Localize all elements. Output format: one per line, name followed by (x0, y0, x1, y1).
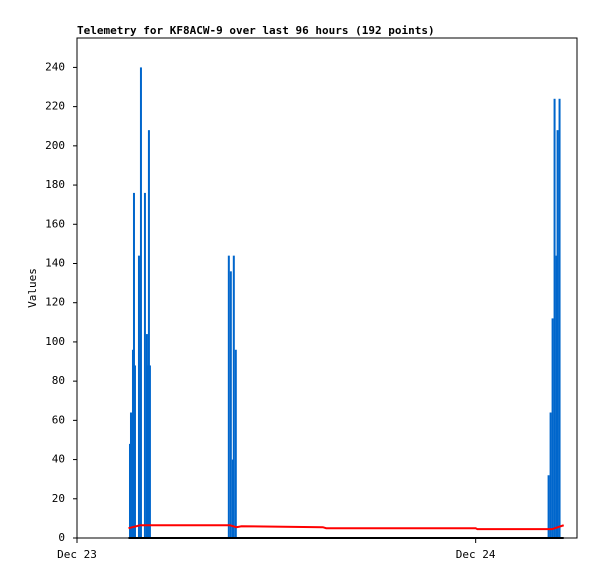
bar (549, 412, 552, 538)
y-axis-label: Values (26, 268, 39, 308)
y-tick-label: 240 (45, 60, 65, 73)
bar (148, 365, 151, 538)
y-tick-label: 140 (45, 256, 65, 269)
x-tick-label: Dec 23 (57, 548, 97, 561)
bar (129, 412, 132, 538)
bar (137, 255, 140, 538)
bar (558, 98, 561, 539)
bar (227, 255, 230, 538)
y-tick-label: 80 (52, 374, 65, 387)
x-tick-label: Dec 24 (456, 548, 496, 561)
line (128, 524, 565, 531)
y-tick-label: 0 (58, 531, 65, 544)
y-tick-label: 100 (45, 335, 65, 348)
y-tick-label: 40 (52, 453, 65, 466)
bar (143, 192, 146, 538)
y-tick-label: 180 (45, 178, 65, 191)
y-tick-label: 160 (45, 217, 65, 230)
bar (234, 349, 237, 538)
bar (547, 475, 550, 538)
bar (232, 255, 235, 538)
bar (553, 98, 556, 539)
bar (139, 67, 142, 538)
y-tick-label: 20 (52, 492, 65, 505)
bar (147, 130, 150, 538)
y-tick-label: 200 (45, 139, 65, 152)
y-tick-label: 120 (45, 296, 65, 309)
chart-title: Telemetry for KF8ACW-9 over last 96 hour… (77, 24, 435, 37)
bar (551, 318, 554, 538)
bar (556, 130, 559, 538)
bar (133, 365, 136, 538)
y-tick-label: 220 (45, 100, 65, 113)
y-tick-label: 60 (52, 413, 65, 426)
plot-frame (76, 37, 578, 539)
bar (229, 271, 232, 538)
